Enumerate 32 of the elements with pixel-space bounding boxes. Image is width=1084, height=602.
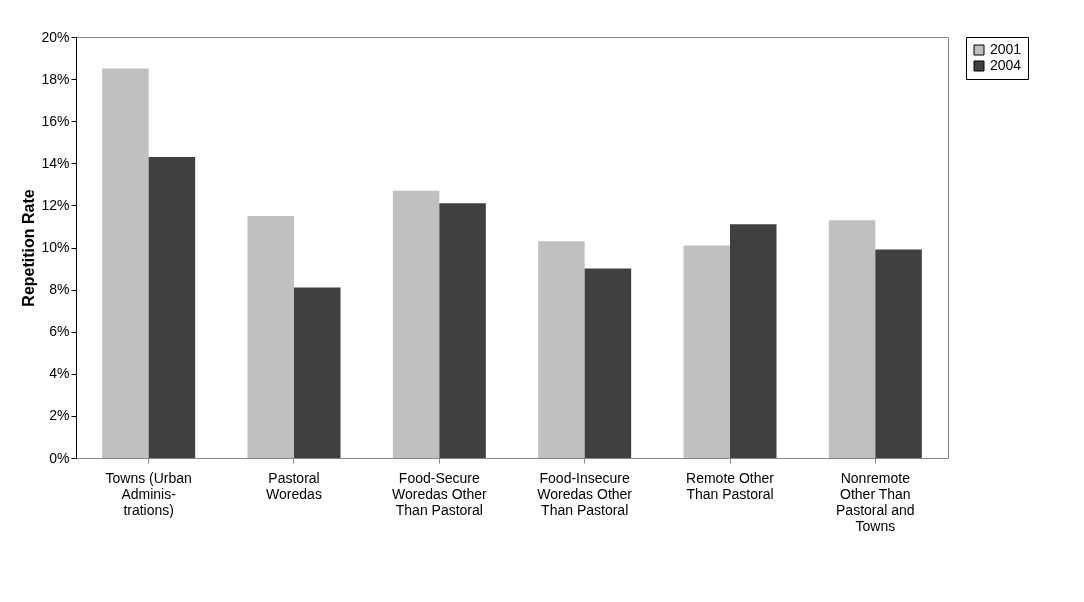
y-tick-label: 20% — [41, 28, 70, 45]
y-tick-label: 0% — [49, 449, 70, 466]
x-tick-label: Towns (Urban Adminis- trations) — [105, 469, 192, 518]
bar — [584, 268, 632, 458]
x-tick-label: Food-Secure Woredas Other Than Pastoral — [392, 469, 488, 518]
legend-label: 2001 — [990, 41, 1022, 57]
y-tick-label: 16% — [41, 112, 70, 129]
y-axis-title: Repetition Rate — [20, 189, 38, 307]
bar — [828, 220, 876, 458]
x-tick-label: Nonremote Other Than Pastoral and Towns — [836, 469, 915, 534]
bar — [148, 156, 196, 458]
y-tick-label: 8% — [49, 281, 70, 298]
y-tick-label: 18% — [41, 70, 70, 87]
bar — [102, 68, 149, 458]
legend-label: 2004 — [990, 57, 1022, 73]
x-tick-label: Food-Insecure Woredas Other Than Pastoral — [537, 469, 633, 518]
bar — [439, 203, 486, 458]
bar — [875, 249, 922, 458]
bar — [392, 190, 440, 458]
x-tick-label: Pastoral Woredas — [266, 469, 322, 502]
x-tick-label: Remote Other Than Pastoral — [686, 469, 775, 502]
y-tick-label: 4% — [49, 365, 70, 382]
y-tick-label: 10% — [41, 239, 70, 255]
y-tick-label: 6% — [49, 323, 70, 340]
y-tick-label: 12% — [41, 196, 70, 213]
bar — [683, 245, 730, 458]
bar — [294, 287, 341, 458]
bar — [538, 241, 585, 458]
bar — [730, 224, 777, 458]
bar — [247, 215, 294, 458]
y-tick-label: 14% — [41, 154, 70, 171]
y-tick-label: 2% — [49, 407, 70, 424]
